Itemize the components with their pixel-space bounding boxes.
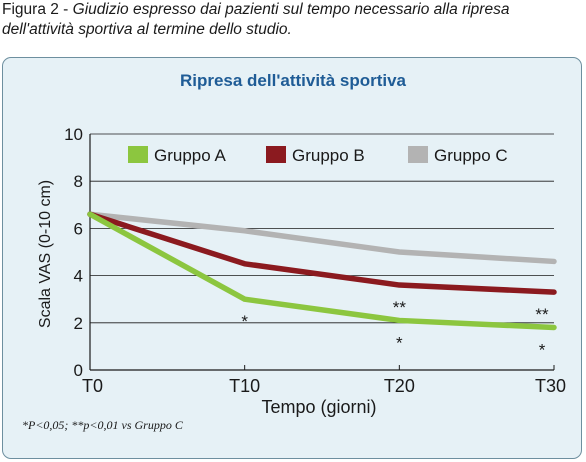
y-tick-label: 6 xyxy=(74,219,83,238)
series-line-gruppo-c xyxy=(87,211,557,265)
y-axis-label: Scala VAS (0-10 cm) xyxy=(37,180,54,328)
y-tick-label: 8 xyxy=(74,172,83,191)
x-tick-label: T10 xyxy=(229,376,260,396)
significance-marker: * xyxy=(539,341,546,360)
x-tick-label: T0 xyxy=(82,376,103,396)
y-tick-label: 10 xyxy=(64,125,83,144)
chart-title: Ripresa dell'attività sportiva xyxy=(180,71,407,90)
legend-label: Gruppo A xyxy=(154,146,226,165)
significance-marker: ** xyxy=(393,298,407,317)
x-tick-label: T20 xyxy=(384,376,415,396)
caption-text: Giudizio espresso dai pazienti sul tempo… xyxy=(2,1,510,38)
legend-swatch xyxy=(266,146,286,163)
significance-marker: ** xyxy=(535,305,549,324)
significance-marker: * xyxy=(241,312,248,331)
significance-footnote: *P<0,05; **p<0,01 vs Gruppo C xyxy=(22,418,183,432)
x-tick-label: T30 xyxy=(535,376,566,396)
x-axis-label: Tempo (giorni) xyxy=(261,397,376,417)
legend-swatch xyxy=(128,146,148,163)
legend-label: Gruppo C xyxy=(434,146,508,165)
y-tick-label: 4 xyxy=(74,267,83,286)
figure-caption: Figura 2 - Giudizio espresso dai pazient… xyxy=(2,0,582,40)
series-line-gruppo-b xyxy=(87,211,557,295)
caption-prefix: Figura 2 - xyxy=(2,1,73,18)
legend-swatch xyxy=(408,146,428,163)
series-line-gruppo-a xyxy=(87,211,557,331)
legend-label: Gruppo B xyxy=(292,146,365,165)
y-tick-label: 0 xyxy=(74,361,83,380)
y-tick-label: 2 xyxy=(74,314,83,333)
significance-marker: * xyxy=(396,333,403,352)
